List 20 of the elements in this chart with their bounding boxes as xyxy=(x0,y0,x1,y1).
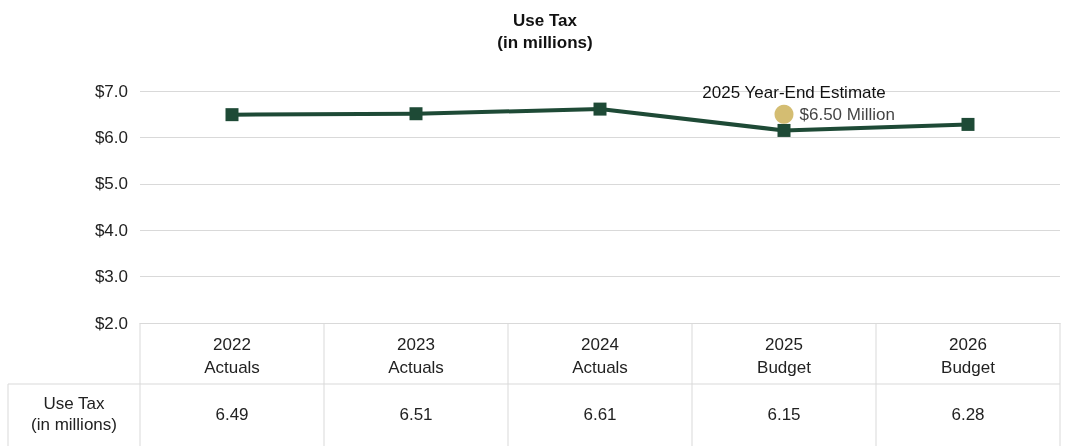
y-tick-label: $4.0 xyxy=(94,220,128,240)
x-tick-label: 2023 Actuals xyxy=(388,335,444,377)
data-label: 6.51 xyxy=(399,404,433,424)
y-tick-label: $7.0 xyxy=(94,81,128,101)
data-label: $6.50 Million xyxy=(799,104,895,124)
data-label: 6.28 xyxy=(951,404,985,424)
chart-title: Use Tax (in millions) xyxy=(497,10,593,52)
x-tick-label: 2026 Budget xyxy=(941,335,996,377)
data-label: 6.15 xyxy=(767,404,801,424)
y-tick-label: $5.0 xyxy=(94,174,128,194)
chart-title: Use Tax (in millions) xyxy=(31,394,117,434)
y-tick-label: $3.0 xyxy=(94,267,128,287)
data-label: 6.61 xyxy=(583,404,617,424)
series-label: 2025 Year-End Estimate xyxy=(702,82,886,102)
x-tick-label: 2022 Actuals xyxy=(204,335,260,377)
data-label: 6.49 xyxy=(215,404,249,424)
y-tick-label: $6.0 xyxy=(94,127,128,147)
x-tick-label: 2025 Budget xyxy=(757,335,812,377)
x-tick-label: 2024 Actuals xyxy=(572,335,628,377)
y-tick-label: $2.0 xyxy=(94,313,128,333)
